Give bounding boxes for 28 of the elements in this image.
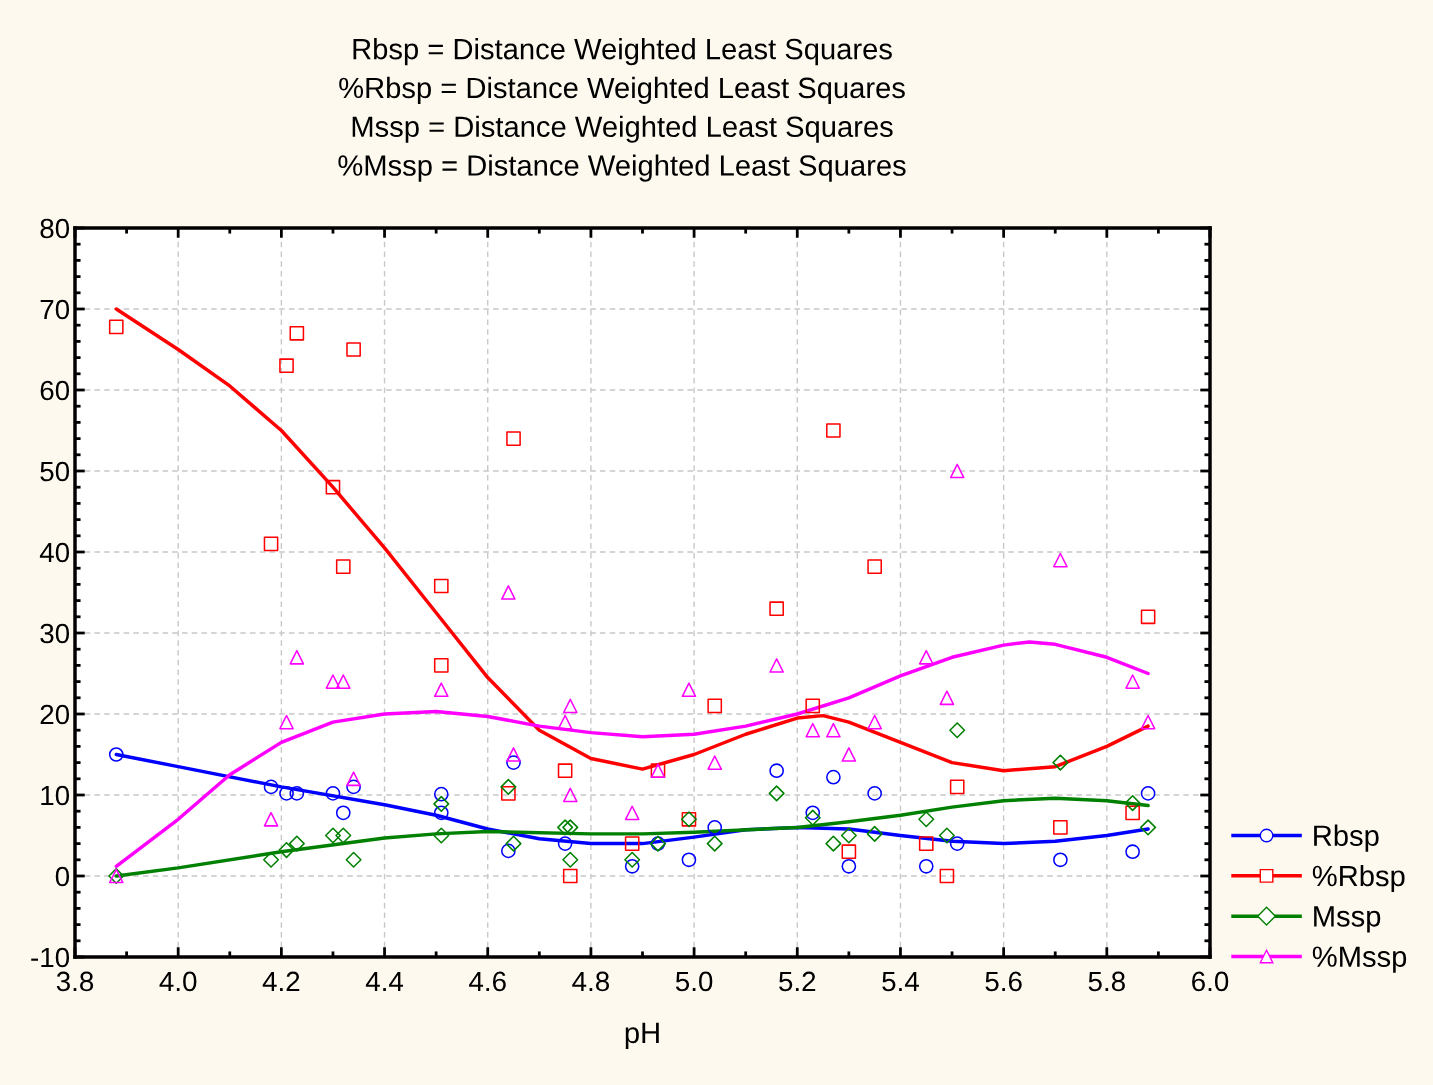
x-tick-label: 4.4 [365, 971, 404, 992]
x-tick-label: 4.6 [469, 971, 506, 992]
legend-label: Rbsp [1314, 824, 1379, 852]
y-tick-label: 50 [40, 461, 70, 482]
chart-title: Rbsp = Distance Weighted Least Squares %Rbsp = Distance Weighted Least Squares Mssp = Distance Weighted Least Squares %Mssp = Distance Weighted Least Squares [338, 38, 906, 182]
y-tick-label: 10 [41, 785, 70, 806]
y-tick-label: 80 [40, 218, 70, 239]
x-tick-label: 5.2 [779, 971, 816, 992]
legend-label: %Mssp [1312, 946, 1407, 973]
x-axis-title: pH [625, 1022, 659, 1049]
y-tick-label: -10 [31, 947, 70, 968]
legend-label: Mssp [1314, 906, 1381, 933]
x-tick-label: 5.6 [985, 971, 1022, 992]
x-tick-label: 4.2 [262, 971, 300, 992]
x-tick-label: 5.0 [675, 971, 713, 992]
x-tick-label: 4.0 [159, 971, 197, 992]
x-tick-label: 6.0 [1192, 971, 1229, 992]
x-tick-label: 3.8 [56, 971, 94, 992]
y-tick-label: 60 [40, 380, 70, 401]
y-tick-label: 70 [40, 299, 70, 320]
x-tick-label: 5.4 [882, 971, 919, 992]
y-tick-label: 40 [39, 542, 70, 563]
x-tick-label: 5.8 [1088, 971, 1125, 992]
y-tick-label: 20 [40, 704, 70, 725]
y-tick-label: 0 [55, 866, 70, 887]
x-tick-label: 4.8 [572, 971, 610, 992]
legend-label: %Rbsp [1312, 864, 1405, 893]
y-tick-label: 30 [40, 623, 70, 644]
